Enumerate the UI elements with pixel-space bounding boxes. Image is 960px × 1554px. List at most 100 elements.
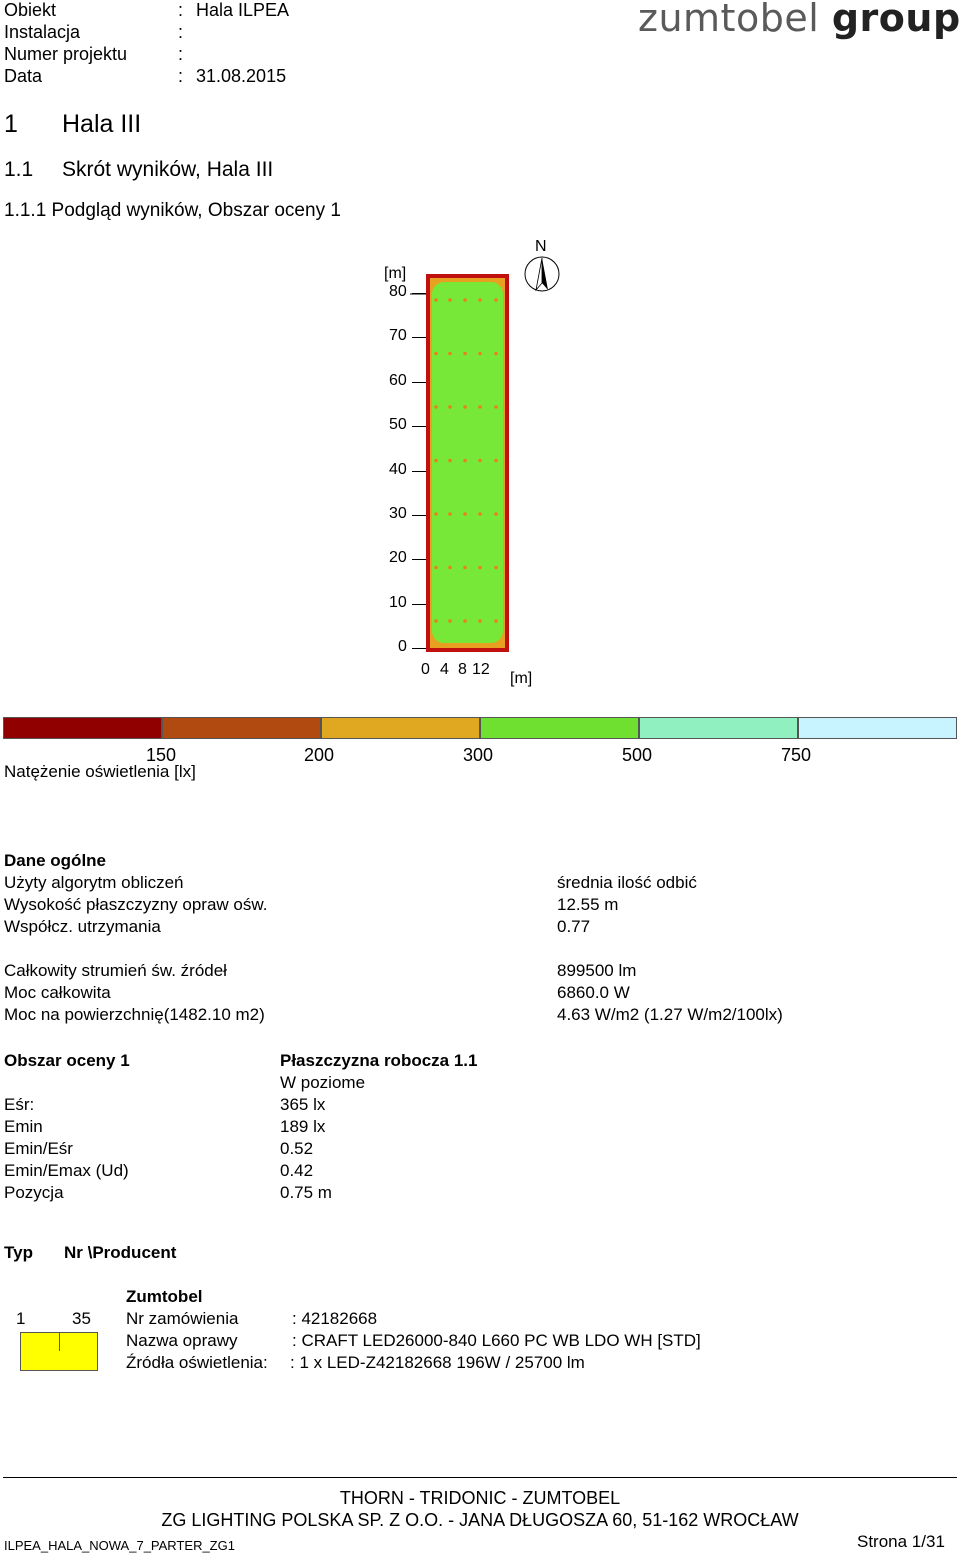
legend-label: 300 [463,745,494,765]
x-tick: 12 [472,661,490,678]
row-value: 0.42 [280,1161,314,1180]
order-value: : 42182668 [292,1309,378,1328]
section-title: Dane ogólne [4,851,107,870]
luminaire-mark [494,458,498,463]
luminaire-mark [448,351,452,356]
luminaire-mark [434,619,438,623]
north-label: N [535,238,547,255]
luminaire-mark [463,458,467,463]
col-header-nr-producer: Nr \Producent [64,1243,177,1262]
area-title: Obszar oceny 1 [4,1051,130,1070]
luminaire-mark [478,351,482,356]
y-tick: 0 [398,638,407,656]
row-label: Emin/Eśr [4,1139,73,1158]
luminaire-mark [478,565,482,570]
legend-label: 150 [146,745,177,765]
y-tick-line [412,648,426,650]
luminaire-mark [463,351,467,356]
order-label: Nr zamówienia [126,1309,239,1328]
value-obiekt: Hala ILPEA [196,0,290,20]
footer-line-1: THORN - TRIDONIC - ZUMTOBEL [339,1488,621,1508]
luminaire-mark [448,565,452,570]
y-tick: 50 [389,416,407,434]
luminaire-mark [463,565,467,570]
luminaire-count: 35 [72,1309,91,1328]
name-value: : CRAFT LED26000-840 L660 PC WB LDO WH [… [292,1331,701,1350]
luminaire-mark [478,619,482,623]
row-label: Użyty algorytm obliczeń [4,873,184,892]
luminaire-mark [463,298,467,302]
heading-1-number: 1 [4,110,18,138]
y-tick: 70 [389,327,407,345]
x-tick: 8 [458,661,467,678]
luminaire-type: 1 [16,1309,26,1328]
luminaire-mark [448,405,452,409]
logo-main: zumtobel [638,0,820,40]
logo-group: group [831,0,960,40]
sep: : [178,66,184,86]
luminaire-mark [434,565,438,570]
luminaire-mark [448,298,452,302]
x-tick: 4 [440,661,449,678]
heading-2: Skrót wyników, Hala III [62,158,274,181]
row-value: 6860.0 W [557,983,630,1002]
compass-icon [524,256,560,292]
sep: : [178,44,184,64]
luminaire-mark [448,512,452,516]
legend-swatch [162,717,321,739]
sep: : [178,0,184,20]
sep: : [178,22,184,42]
y-tick-line [412,470,426,472]
row-label: Eśr: [4,1095,35,1114]
luminaire-mark [478,512,482,516]
luminaire-mark [434,351,438,356]
legend-label: 500 [622,745,653,765]
producer-name: Zumtobel [126,1287,203,1306]
luminaire-mark [478,298,482,302]
luminaire-mark [448,619,452,623]
room-inner-zone [432,282,503,643]
luminaire-mark [463,619,467,623]
luminaire-mark [463,405,467,409]
row-value: 899500 lm [557,961,637,980]
row-value: 4.63 W/m2 (1.27 W/m2/100lx) [557,1005,783,1024]
legend-label: 200 [304,745,335,765]
luminaire-mark [478,405,482,409]
name-label: Nazwa oprawy [126,1331,238,1350]
legend-swatch [798,717,957,739]
luminaire-mark [494,298,498,302]
luminaire-mark [478,458,482,463]
row-label: Emin [4,1117,43,1136]
luminaire-mark [494,619,498,623]
legend-swatch [3,717,162,739]
legend-swatch [480,717,639,739]
row-value: 189 lx [280,1117,326,1136]
luminaire-mark [434,458,438,463]
label-instalacja: Instalacja [4,22,81,42]
luminaire-mark [494,351,498,356]
row-label: Moc całkowita [4,983,111,1002]
plane-title: Płaszczyzna robocza 1.1 [280,1051,478,1070]
y-tick-line [412,337,426,339]
heading-1: Hala III [62,110,142,138]
y-tick: 10 [389,593,407,611]
y-axis-unit: [m] [384,265,407,282]
row-value: 0.75 m [280,1183,332,1202]
row-label: Moc na powierzchnię(1482.10 m2) [4,1005,265,1024]
row-label: Wysokość płaszczyzny opraw ośw. [4,895,268,914]
plane-subtitle: W poziome [280,1073,366,1092]
luminaire-mark [434,298,438,302]
row-value: 12.55 m [557,895,619,914]
luminaire-mark [494,565,498,570]
label-numer-projektu: Numer projektu [4,44,128,64]
source-label: Źródła oświetlenia: [126,1353,268,1372]
row-label: Współcz. utrzymania [4,917,161,936]
footer-file-name: ILPEA_HALA_NOWA_7_PARTER_ZG1 [4,1538,235,1553]
legend-swatch [321,717,480,739]
row-label: Pozycja [4,1183,64,1202]
footer-divider [3,1477,957,1478]
y-tick: 20 [389,549,407,567]
y-tick: 30 [389,505,407,522]
luminaire-mark [463,512,467,516]
y-tick-line [412,515,426,516]
